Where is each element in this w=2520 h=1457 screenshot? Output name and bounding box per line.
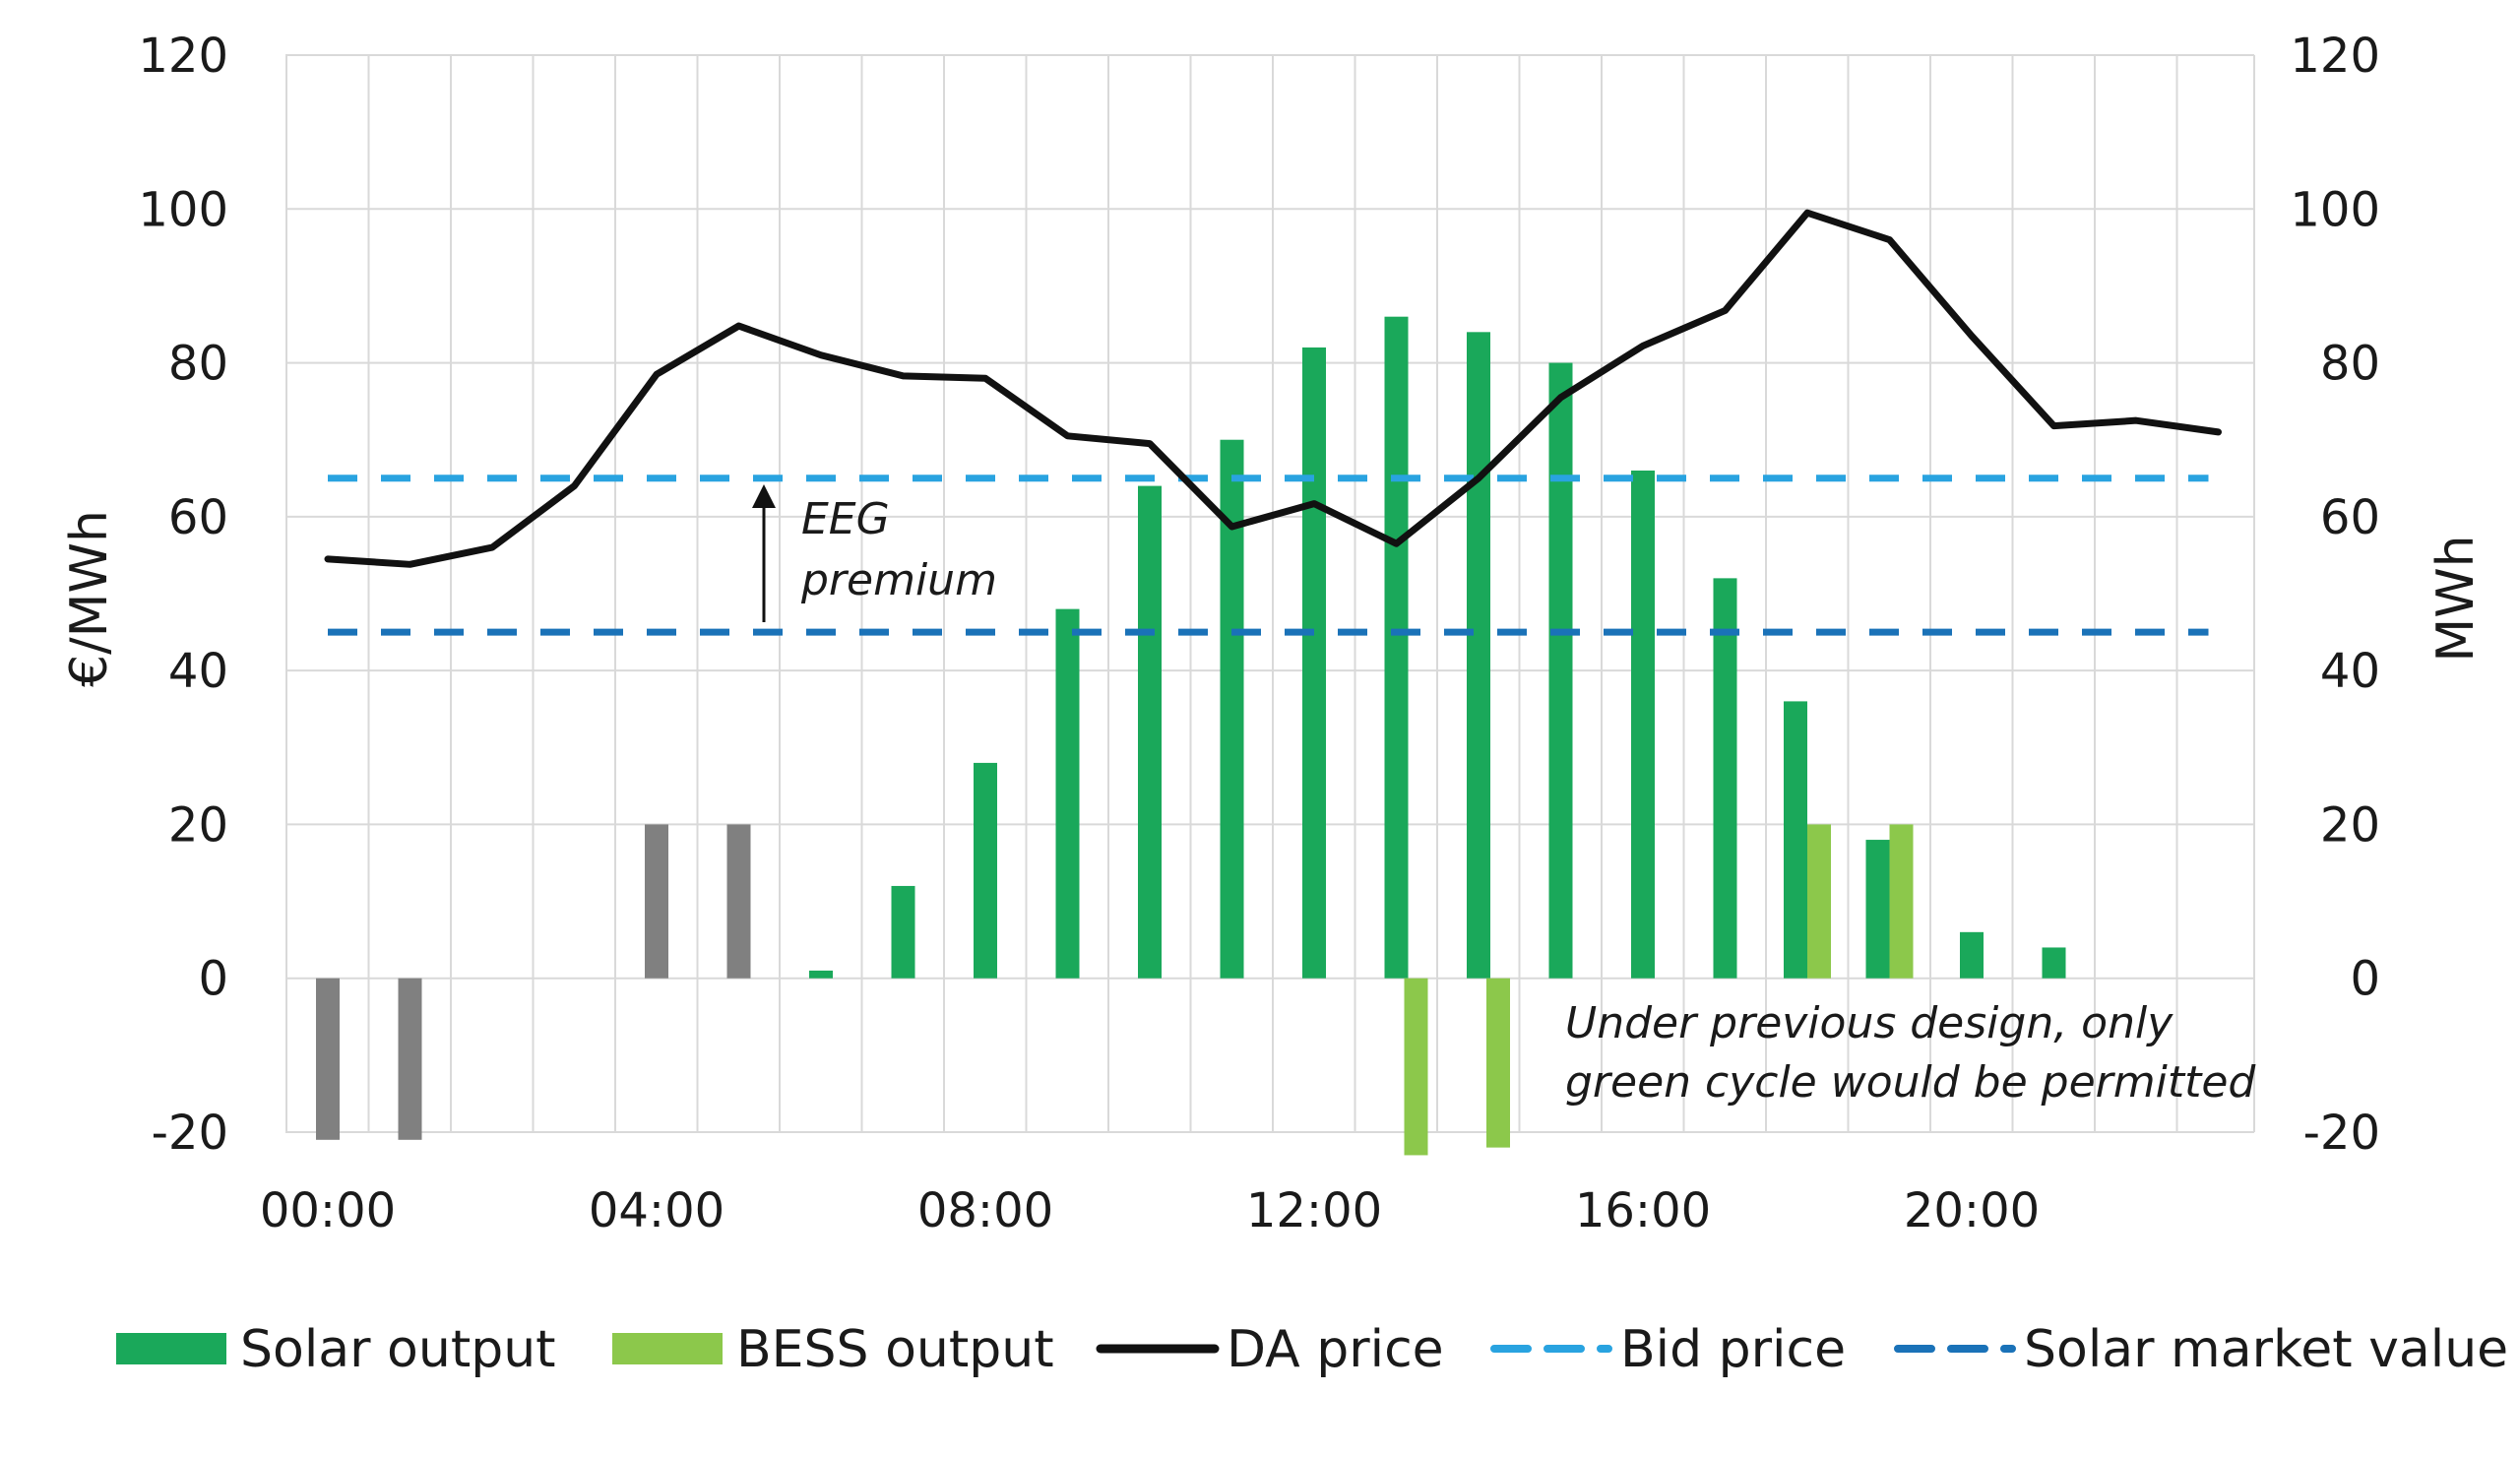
bess-output-bar: [1486, 978, 1510, 1148]
legend-item-da-price: DA price: [1096, 1320, 1444, 1379]
da-price-line: [324, 209, 2222, 568]
bess-output-bar: [1807, 824, 1831, 979]
legend-label-solar: Solar output: [240, 1320, 556, 1379]
solar-output-bar: [1713, 578, 1737, 979]
legend-label-solar-market-value: Solar market value: [2024, 1320, 2508, 1379]
y-tick-label-right: 0: [2350, 952, 2380, 1007]
solar-output-bar: [974, 762, 997, 979]
solar-output-bar: [1467, 332, 1490, 979]
y-tick-label-left: 0: [198, 952, 228, 1007]
design-note-line2: green cycle would be permitted: [1565, 1057, 2256, 1108]
ticks: 120 120 100 100 80 80 60 60 40 40 20 20 0 0 -20 -20 00:0…: [138, 29, 2380, 1238]
bess-output-bar: [1404, 978, 1428, 1156]
solar-output-bar: [1138, 485, 1162, 979]
y-tick-label-left: 120: [138, 29, 228, 84]
solar-output-bar: [1631, 470, 1655, 979]
y-tick-label-right: 80: [2320, 337, 2380, 392]
x-tick-label: 12:00: [1246, 1183, 1382, 1238]
left-axis-title: €/MWh: [60, 510, 119, 687]
premium-label-line1: EEG: [801, 494, 890, 544]
y-tick-label-left: -20: [152, 1106, 228, 1161]
legend-item-solar-market-value: Solar market value: [1894, 1320, 2508, 1379]
y-tick-label-left: 20: [168, 797, 228, 853]
bars: [316, 316, 2066, 1156]
legend: Solar output BESS output DA price Bid pr…: [116, 1320, 2508, 1379]
x-tick-label: 08:00: [917, 1183, 1053, 1238]
x-tick-label: 20:00: [1904, 1183, 2040, 1238]
grid-power-bar: [726, 824, 751, 979]
x-tick-label: 16:00: [1575, 1183, 1711, 1238]
design-note: Under previous design, only green cycle …: [1565, 998, 2256, 1108]
y-tick-label-left: 100: [138, 182, 228, 237]
y-tick-label-right: 120: [2290, 29, 2380, 84]
legend-swatch-solar: [116, 1333, 226, 1364]
y-tick-label-left: 80: [168, 337, 228, 392]
x-tick-label: 04:00: [589, 1183, 724, 1238]
legend-item-bess: BESS output: [612, 1320, 1054, 1379]
solar-output-bar: [1055, 608, 1080, 979]
grid-power-bar: [316, 978, 340, 1140]
y-tick-label-right: 40: [2320, 644, 2380, 699]
premium-label-line2: premium: [800, 555, 997, 605]
solar-output-bar: [1784, 701, 1807, 979]
solar-output-bar: [809, 970, 833, 979]
grid-lines: [285, 54, 2255, 1133]
solar-output-bar: [2042, 947, 2066, 979]
grid-power-bar: [645, 824, 668, 979]
bess-output-bar: [1889, 824, 1914, 979]
design-note-line1: Under previous design, only: [1565, 998, 2174, 1048]
legend-item-bid-price: Bid price: [1490, 1320, 1846, 1379]
y-tick-label-right: -20: [2303, 1106, 2380, 1161]
legend-label-da-price: DA price: [1227, 1320, 1444, 1379]
solar-output-bar: [1548, 362, 1573, 979]
solar-output-bar: [891, 885, 915, 979]
y-tick-label-right: 100: [2290, 182, 2380, 237]
y-tick-label-left: 40: [168, 644, 228, 699]
grid-power-bar: [398, 978, 422, 1140]
legend-label-bess: BESS output: [736, 1320, 1054, 1379]
solar-output-bar: [1960, 931, 1984, 979]
premium-arrowhead-icon: [752, 484, 776, 508]
legend-item-solar: Solar output: [116, 1320, 556, 1379]
eeg-premium-annotation: EEG premium: [752, 484, 997, 622]
legend-label-bid-price: Bid price: [1620, 1320, 1846, 1379]
right-axis-title: MWh: [2426, 535, 2486, 662]
x-tick-label: 00:00: [260, 1183, 396, 1238]
y-tick-label-right: 60: [2320, 490, 2380, 545]
y-tick-label-right: 20: [2320, 797, 2380, 853]
solar-output-bar: [1384, 316, 1409, 979]
legend-swatch-bess: [612, 1333, 723, 1364]
y-tick-label-left: 60: [168, 490, 228, 545]
lines: [324, 209, 2222, 636]
solar-output-bar: [1865, 840, 1890, 979]
solar-output-bar: [1302, 347, 1326, 979]
